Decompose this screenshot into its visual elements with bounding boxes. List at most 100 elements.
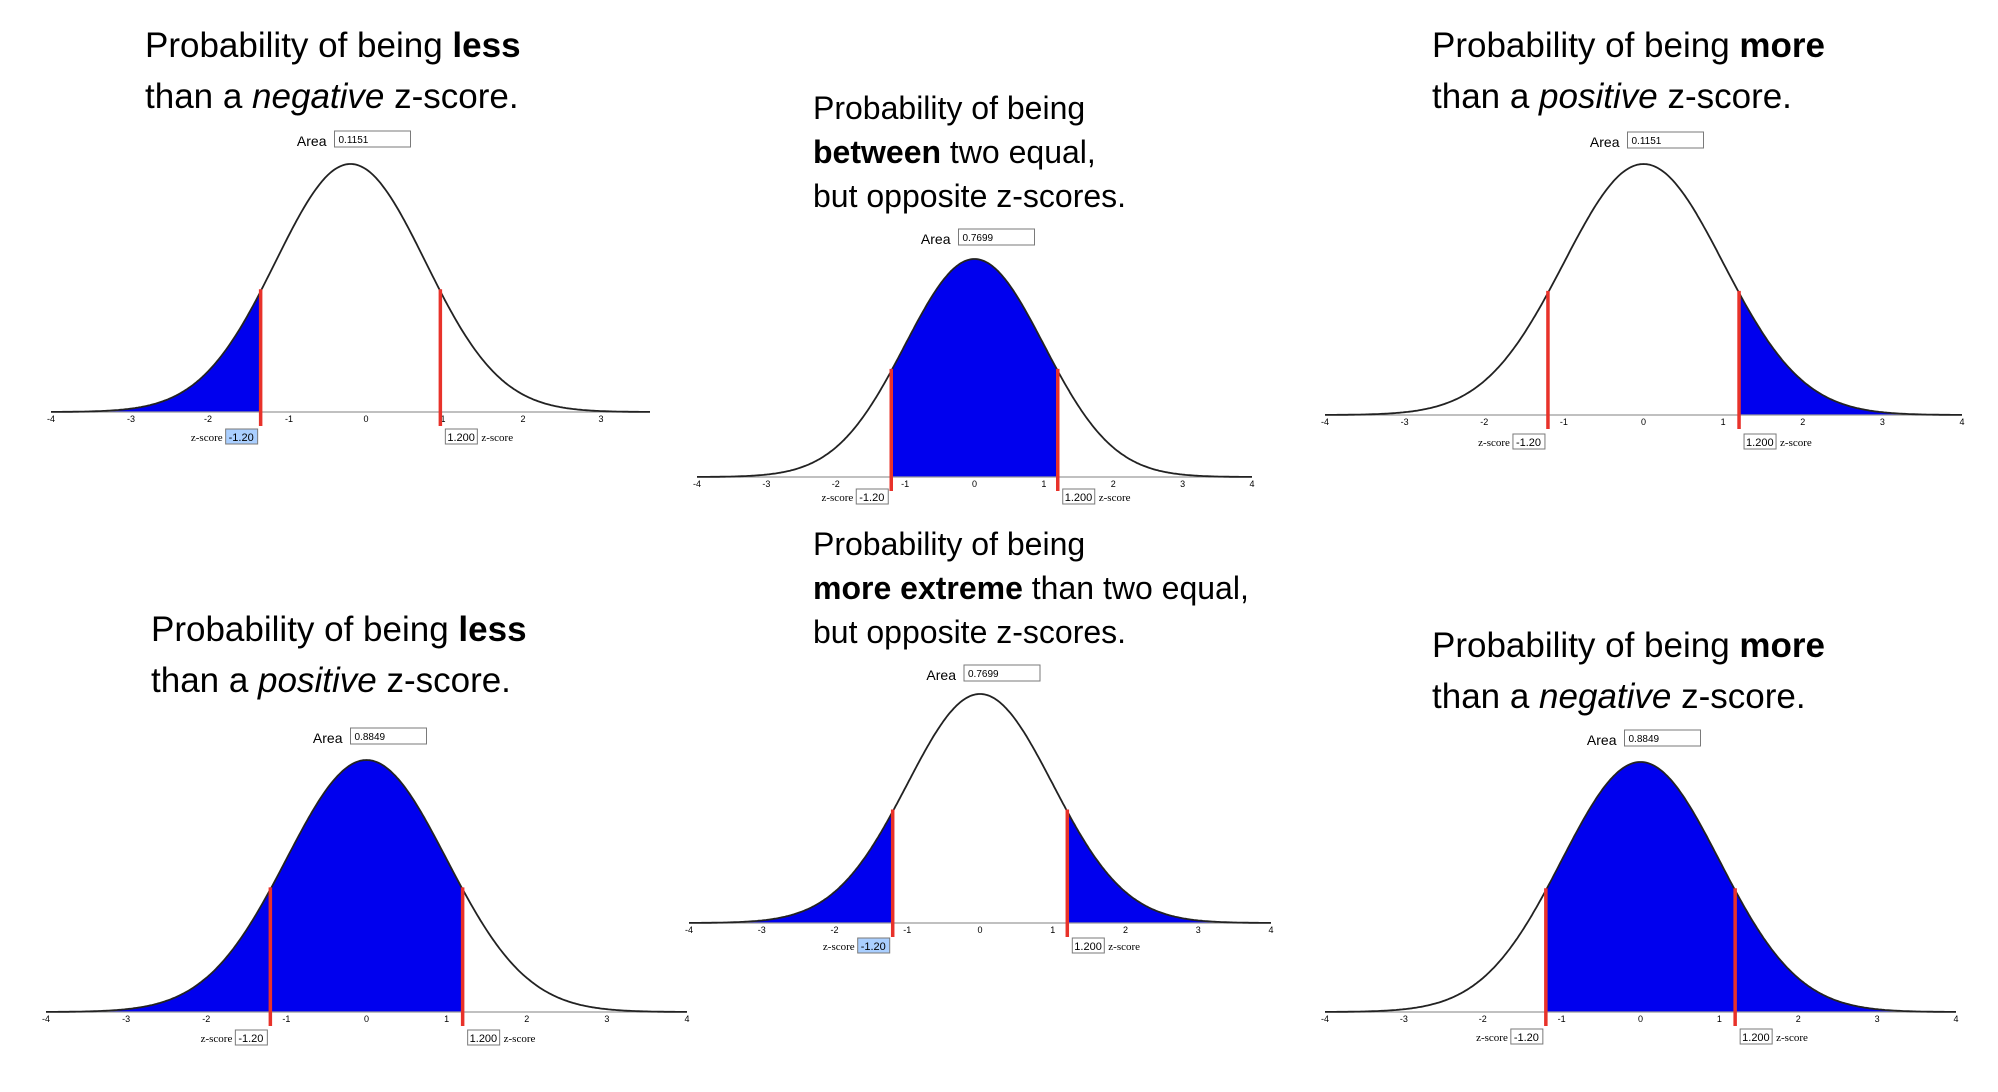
tick-label: -3 xyxy=(758,925,766,935)
tick-label: 1 xyxy=(1717,1014,1722,1024)
tick-label: -3 xyxy=(1400,1014,1408,1024)
caption-less-than-positive: Probability of being less than a positiv… xyxy=(151,604,527,706)
tick-label: -1 xyxy=(901,479,909,489)
area-value: 0.8849 xyxy=(355,732,386,743)
z-score-right-field[interactable] xyxy=(444,428,478,445)
area-field[interactable] xyxy=(958,228,1035,246)
z-score-right-field[interactable] xyxy=(1062,488,1096,505)
tick-label: -3 xyxy=(122,1014,130,1024)
normal-panel: -4 -3 -2 -1 0 1 2 3 4 Area 0.8849 z-score -1.20 1.200… xyxy=(42,727,690,1046)
tick-label: -1 xyxy=(282,1014,290,1024)
z-score-right-value: 1.200 xyxy=(1065,492,1093,504)
tick-label: -3 xyxy=(762,479,770,489)
area-field[interactable] xyxy=(334,130,411,148)
tick-label: 1 xyxy=(1721,417,1726,427)
tick-label: -3 xyxy=(1401,417,1409,427)
tick-label: 2 xyxy=(520,414,525,424)
caption-more-than-negative: Probability of being more than a negativ… xyxy=(1432,620,1825,722)
tick-label: 3 xyxy=(604,1014,609,1024)
z-score-left-field[interactable] xyxy=(234,1029,268,1046)
z-score-label: z-score xyxy=(1776,1032,1808,1044)
z-score-label: z-score xyxy=(1108,941,1140,953)
normal-panel: -4 -3 -2 -1 0 1 2 3 Area 0.1151 z-score -1.20 1.200 z… xyxy=(47,130,650,445)
normal-panel: -4 -3 -2 -1 0 1 2 3 4 Area 0.1151 z-score -1.20 1.200… xyxy=(1321,131,1965,450)
caption-line-1: Probability of being more xyxy=(1432,26,1826,65)
tick-label: 0 xyxy=(972,479,977,489)
tick-label: 0 xyxy=(977,925,982,935)
area-value: 0.7699 xyxy=(968,669,999,680)
z-score-left-field[interactable] xyxy=(857,937,891,954)
tick-label: 0 xyxy=(363,414,368,424)
z-score-label: z-score xyxy=(504,1033,536,1045)
density-curve xyxy=(46,759,687,1013)
shaded-area xyxy=(46,760,463,1012)
normal-panel: -4 -3 -2 -1 0 1 2 3 4 Area 0.7699 z-score -1.20 1.200… xyxy=(685,664,1274,954)
z-score-left-value: -1.20 xyxy=(1516,437,1541,449)
shaded-area xyxy=(689,811,893,923)
z-score-left-field[interactable] xyxy=(1512,433,1546,450)
shaded-area xyxy=(1067,811,1271,923)
tick-label: -4 xyxy=(693,479,701,489)
normal-panel: -4 -3 -2 -1 0 1 2 3 4 Area 0.7699 z-score -1.20 1.200… xyxy=(693,228,1255,505)
normal-panel: -4 -3 -2 -1 0 1 2 3 4 Area 0.8849 z-score -1.20 1.200… xyxy=(1321,729,1959,1045)
caption-line-3: but opposite z-scores. xyxy=(813,614,1127,650)
z-score-left-value: -1.20 xyxy=(859,492,884,504)
tick-label: 1 xyxy=(440,414,445,424)
z-score-label: z-score xyxy=(481,432,513,444)
z-score-right-field[interactable] xyxy=(1739,1028,1773,1045)
tick-label: -2 xyxy=(830,925,838,935)
caption-line-2: than a negative z-score. xyxy=(1432,677,1806,716)
z-score-right-value: 1.200 xyxy=(1074,941,1102,953)
area-field[interactable] xyxy=(350,727,427,745)
shaded-area xyxy=(51,291,261,412)
tick-label: 0 xyxy=(1641,417,1646,427)
density-curve xyxy=(689,693,1271,924)
caption-more-extreme: Probability of being more extreme than t… xyxy=(813,522,1249,654)
area-field[interactable] xyxy=(963,664,1041,682)
area-field[interactable] xyxy=(1627,131,1704,149)
tick-label: 2 xyxy=(524,1014,529,1024)
caption-line-1: Probability of being more xyxy=(1432,626,1826,665)
tick-label: -1 xyxy=(285,414,293,424)
z-score-left-value: -1.20 xyxy=(229,432,254,444)
z-score-label: z-score xyxy=(1780,437,1812,449)
caption-line-1: Probability of being less xyxy=(145,26,521,65)
shaded-area xyxy=(891,259,1058,477)
z-score-left-value: -1.20 xyxy=(861,941,886,953)
area-value: 0.7699 xyxy=(963,233,994,244)
z-score-left-field[interactable] xyxy=(855,488,889,505)
area-value: 0.1151 xyxy=(339,135,369,146)
density-curve xyxy=(51,163,650,413)
z-score-right-field[interactable] xyxy=(1071,937,1105,954)
tick-label: -1 xyxy=(903,925,911,935)
z-score-left-value: -1.20 xyxy=(238,1033,263,1045)
tick-label: 1 xyxy=(1041,479,1046,489)
caption-line-2: than a positive z-score. xyxy=(151,661,511,700)
tick-label: 4 xyxy=(1953,1014,1958,1024)
z-score-left-field[interactable] xyxy=(225,428,259,445)
z-score-label: z-score xyxy=(823,941,855,953)
tick-label: 1 xyxy=(444,1014,449,1024)
tick-label: -2 xyxy=(1480,417,1488,427)
area-label: Area xyxy=(297,133,327,149)
tick-label: 4 xyxy=(1268,925,1273,935)
z-score-right-value: 1.200 xyxy=(1746,437,1774,449)
tick-label: 0 xyxy=(364,1014,369,1024)
caption-line-2: between two equal, xyxy=(813,134,1096,170)
area-field[interactable] xyxy=(1624,729,1701,747)
tick-label: 4 xyxy=(1249,479,1254,489)
tick-label: 3 xyxy=(598,414,603,424)
z-score-left-field[interactable] xyxy=(1510,1028,1544,1045)
caption-less-than-negative: Probability of being less than a negativ… xyxy=(145,20,521,122)
z-score-right-field[interactable] xyxy=(467,1029,501,1046)
z-score-right-value: 1.200 xyxy=(470,1033,498,1045)
area-label: Area xyxy=(1590,134,1620,150)
shaded-area xyxy=(1545,762,1956,1012)
tick-label: -4 xyxy=(42,1014,50,1024)
tick-label: 0 xyxy=(1638,1014,1643,1024)
z-score-right-field[interactable] xyxy=(1743,433,1777,450)
area-label: Area xyxy=(926,667,956,683)
caption-line-2: more extreme than two equal, xyxy=(813,570,1249,606)
density-curve xyxy=(697,258,1252,478)
tick-label: 1 xyxy=(1050,925,1055,935)
